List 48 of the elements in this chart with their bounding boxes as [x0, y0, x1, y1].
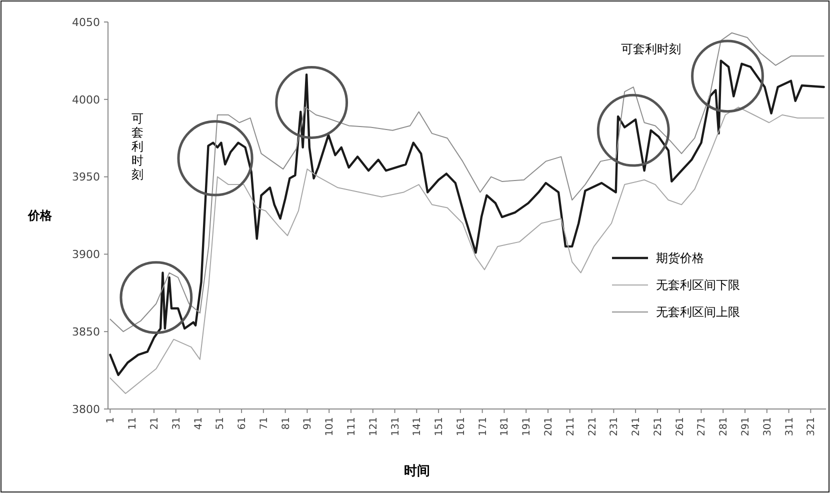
x-tick-label: 41 [193, 417, 204, 430]
x-tick-label: 91 [302, 417, 314, 430]
x-tick-label: 221 [587, 417, 598, 436]
x-tick-label: 241 [631, 417, 642, 436]
x-tick-label: 191 [522, 417, 533, 436]
legend-label: 无套利区间下限 [656, 278, 740, 292]
x-tick-label: 81 [280, 417, 292, 430]
x-tick-label: 231 [609, 417, 620, 436]
x-tick-label: 181 [500, 417, 511, 436]
x-axis-title: 时间 [404, 464, 430, 479]
x-tick-label: 301 [762, 417, 774, 436]
x-tick-label: 51 [215, 417, 226, 430]
x-tick-label: 211 [565, 417, 576, 436]
x-tick-label: 151 [434, 417, 446, 436]
x-tick-label: 121 [368, 417, 380, 436]
x-tick-label: 31 [171, 417, 182, 430]
line-series [110, 106, 824, 394]
x-tick-label: 291 [740, 417, 752, 436]
legend-label: 无套利区间上限 [656, 305, 740, 320]
x-tick-label: 21 [149, 417, 160, 430]
x-tick-label: 111 [346, 417, 358, 436]
x-tick-label: 321 [806, 417, 818, 436]
y-tick-label: 3800 [72, 402, 100, 416]
x-tick-label: 261 [674, 417, 686, 436]
annotation: 可套利时刻 [620, 42, 681, 56]
line-series [109, 60, 825, 376]
x-tick-label: 71 [258, 417, 270, 430]
x-tick-label: 281 [718, 417, 730, 436]
x-tick-label: 311 [784, 417, 796, 436]
x-tick-label: 11 [128, 417, 139, 430]
y-tick-label: 3900 [72, 248, 100, 262]
annotation: 可套利时刻 [132, 112, 144, 182]
x-tick-label: 131 [390, 417, 402, 436]
y-tick-label: 4050 [72, 16, 100, 29]
y-tick-label: 4000 [72, 93, 100, 106]
x-tick-label: 101 [324, 417, 336, 436]
x-tick-label: 171 [478, 417, 489, 436]
x-tick-label: 201 [543, 417, 554, 436]
x-tick-label: 271 [696, 417, 708, 436]
y-axis-title: 价格 [27, 208, 53, 223]
y-tick-label: 3850 [72, 325, 100, 338]
y-tick-label: 3950 [72, 170, 100, 184]
x-tick-label: 1 [106, 417, 117, 424]
x-tick-label: 61 [237, 417, 248, 430]
legend-label: 期货价格 [656, 251, 704, 266]
x-tick-label: 251 [652, 417, 664, 436]
x-tick-label: 141 [412, 417, 424, 436]
x-tick-label: 161 [456, 417, 467, 436]
